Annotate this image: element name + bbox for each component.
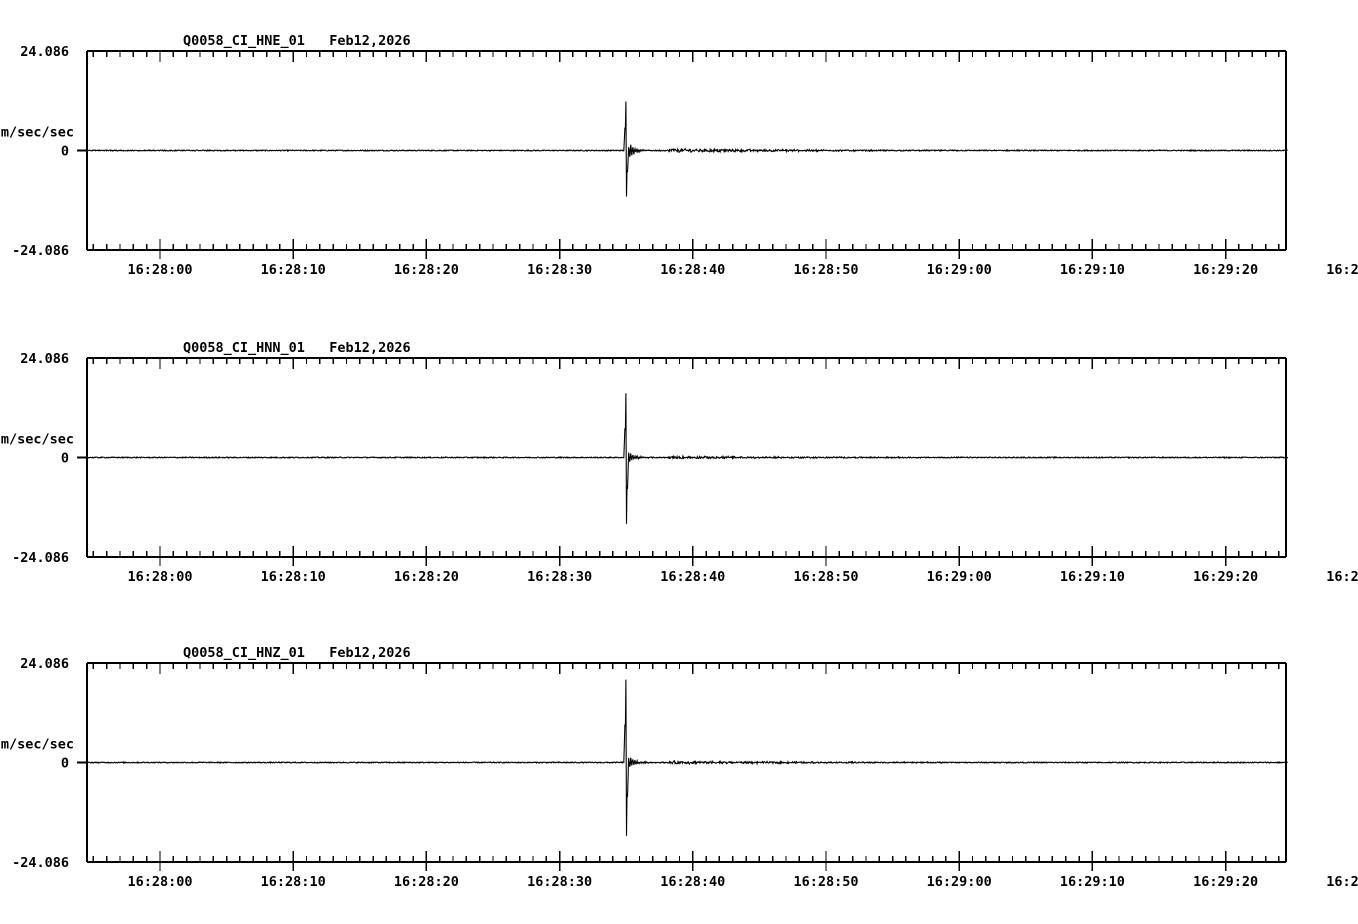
y-axis-unit-label: cm/sec/sec <box>0 125 74 141</box>
x-axis-ticks <box>92 358 1280 566</box>
y-axis-max-label: 24.086 <box>20 351 69 367</box>
x-axis-ticks <box>92 663 1280 871</box>
y-axis-zero-label: 0 <box>61 144 69 160</box>
x-tick-label: 16:28:10 <box>261 569 326 585</box>
seismogram-panel-q0058_ci_hnn_01: Q0058_CI_HNN_01 Feb12,2026 24.086 cm/sec/s… <box>0 328 1358 597</box>
x-tick-label: 16:29:30 <box>1326 262 1358 278</box>
x-tick-label: 16:29:10 <box>1060 262 1125 278</box>
y-axis-unit-label: cm/sec/sec <box>0 737 74 753</box>
x-tick-label: 16:28:30 <box>527 262 592 278</box>
x-tick-label: 16:28:20 <box>394 262 459 278</box>
x-tick-label: 16:28:00 <box>127 262 192 278</box>
seismogram-panel-q0058_ci_hne_01: Q0058_CI_HNE_01 Feb12,2026 24.086 cm/sec/s… <box>0 21 1358 290</box>
y-axis-max-label: 24.086 <box>20 656 69 672</box>
y-axis-unit-label: cm/sec/sec <box>0 432 74 448</box>
x-tick-label: 16:28:50 <box>793 569 858 585</box>
waveform-trace <box>86 679 1288 836</box>
x-tick-label: 16:28:10 <box>261 262 326 278</box>
y-axis-min-label: -24.086 <box>12 243 69 259</box>
waveform-trace <box>86 393 1289 524</box>
y-axis-zero-label: 0 <box>61 451 69 467</box>
x-tick-label: 16:28:50 <box>793 262 858 278</box>
x-axis-ticks <box>92 51 1280 259</box>
x-tick-label: 16:29:30 <box>1326 569 1358 585</box>
seismogram-panel-q0058_ci_hnz_01: Q0058_CI_HNZ_01 Feb12,2026 24.086 cm/sec/s… <box>0 633 1358 902</box>
y-axis-min-label: -24.086 <box>12 855 69 871</box>
x-tick-label: 16:29:00 <box>927 569 992 585</box>
x-tick-label: 16:29:20 <box>1193 262 1258 278</box>
waveform-trace <box>86 101 1288 197</box>
x-tick-label: 16:29:20 <box>1193 569 1258 585</box>
x-tick-label: 16:28:00 <box>127 569 192 585</box>
panel-title: Q0058_CI_HNN_01 Feb12,2026 <box>183 340 411 356</box>
y-axis-zero-label: 0 <box>61 756 69 772</box>
x-tick-label: 16:28:30 <box>527 874 592 890</box>
x-tick-label: 16:29:00 <box>927 262 992 278</box>
x-tick-label: 16:29:20 <box>1193 874 1258 890</box>
x-axis-tick-labels: 16:28:00 16:28:10 16:28:20 16:28:30 16:28:40… <box>127 262 1358 278</box>
x-tick-label: 16:28:30 <box>527 569 592 585</box>
x-tick-label: 16:28:20 <box>394 569 459 585</box>
x-tick-label: 16:29:30 <box>1326 874 1358 890</box>
x-tick-label: 16:28:20 <box>394 874 459 890</box>
x-tick-label: 16:28:40 <box>660 262 725 278</box>
x-tick-label: 16:28:50 <box>793 874 858 890</box>
x-tick-label: 16:28:00 <box>127 874 192 890</box>
x-tick-label: 16:28:40 <box>660 874 725 890</box>
x-tick-label: 16:28:40 <box>660 569 725 585</box>
y-axis-min-label: -24.086 <box>12 550 69 566</box>
x-axis-tick-labels: 16:28:00 16:28:10 16:28:20 16:28:30 16:28:40… <box>127 874 1358 890</box>
x-tick-label: 16:29:10 <box>1060 874 1125 890</box>
y-axis-max-label: 24.086 <box>20 44 69 60</box>
panel-title: Q0058_CI_HNE_01 Feb12,2026 <box>183 33 411 49</box>
x-tick-label: 16:28:10 <box>261 874 326 890</box>
panel-title: Q0058_CI_HNZ_01 Feb12,2026 <box>183 645 411 661</box>
x-tick-label: 16:29:00 <box>927 874 992 890</box>
x-axis-tick-labels: 16:28:00 16:28:10 16:28:20 16:28:30 16:28:40… <box>127 569 1358 585</box>
x-tick-label: 16:29:10 <box>1060 569 1125 585</box>
